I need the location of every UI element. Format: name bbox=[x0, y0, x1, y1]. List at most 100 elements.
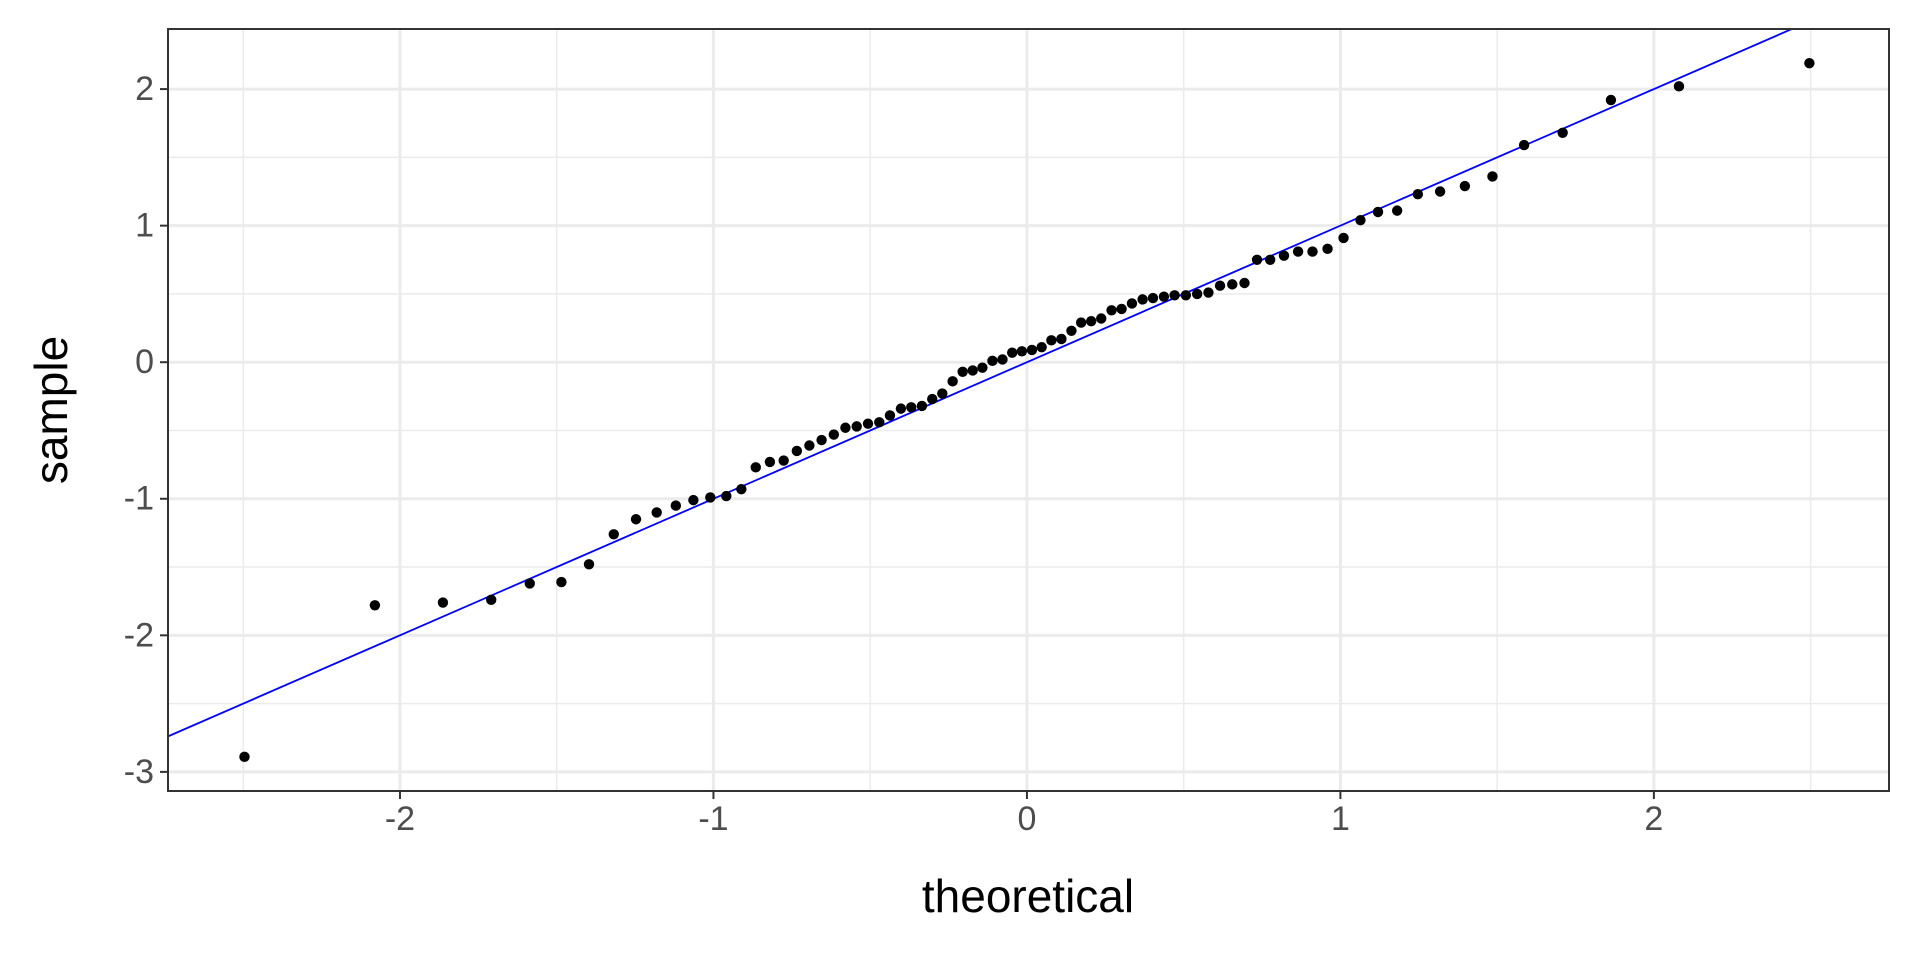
point bbox=[630, 514, 642, 525]
point bbox=[1322, 243, 1333, 255]
point bbox=[1292, 246, 1304, 257]
point bbox=[670, 500, 682, 511]
y-tick-label: -3 bbox=[124, 753, 154, 791]
point bbox=[705, 492, 716, 503]
point bbox=[937, 388, 948, 399]
reference-line bbox=[168, 29, 1795, 738]
point bbox=[1355, 214, 1366, 226]
point bbox=[688, 494, 699, 506]
point bbox=[895, 403, 907, 414]
point bbox=[851, 421, 862, 432]
point bbox=[1372, 206, 1384, 218]
point bbox=[1158, 291, 1170, 302]
axes: -2 -1 0 1 2 -3 -2 -1 0 1 2 bbox=[124, 70, 1664, 838]
point bbox=[1126, 298, 1138, 309]
point bbox=[1203, 287, 1214, 298]
point bbox=[721, 490, 732, 502]
point bbox=[556, 576, 567, 588]
y-tick-label: 0 bbox=[135, 343, 154, 381]
point bbox=[764, 456, 776, 468]
point bbox=[437, 597, 449, 608]
point bbox=[778, 455, 789, 466]
point bbox=[874, 417, 885, 428]
point bbox=[1338, 232, 1349, 244]
point bbox=[651, 507, 662, 518]
y-tick-label: -1 bbox=[124, 480, 154, 518]
point bbox=[957, 366, 968, 377]
point bbox=[1106, 305, 1117, 316]
point bbox=[1036, 341, 1047, 353]
panel-border bbox=[167, 28, 1890, 792]
point bbox=[967, 365, 978, 376]
point bbox=[916, 400, 928, 412]
point bbox=[1006, 347, 1018, 358]
x-tick-label: 2 bbox=[1644, 800, 1663, 838]
point bbox=[1191, 288, 1203, 300]
point bbox=[1180, 290, 1192, 301]
point bbox=[828, 429, 840, 440]
x-tick-label: -1 bbox=[698, 800, 728, 838]
x-axis-title: theoretical bbox=[922, 870, 1134, 922]
point bbox=[1605, 94, 1617, 106]
point bbox=[1518, 139, 1530, 151]
point bbox=[1487, 171, 1498, 182]
point bbox=[1307, 246, 1318, 257]
point bbox=[1075, 317, 1087, 328]
point bbox=[1557, 127, 1568, 138]
point bbox=[816, 434, 827, 446]
x-tick-label: 1 bbox=[1331, 800, 1350, 838]
point bbox=[1278, 250, 1290, 261]
y-tick-label: 2 bbox=[135, 70, 154, 108]
point bbox=[1434, 186, 1446, 197]
point bbox=[977, 362, 988, 373]
x-tick-label: -2 bbox=[385, 800, 415, 838]
grid bbox=[168, 29, 1889, 791]
point bbox=[1264, 254, 1276, 265]
point bbox=[608, 529, 619, 540]
point bbox=[1056, 333, 1067, 345]
point bbox=[791, 445, 803, 457]
point bbox=[927, 393, 938, 405]
point bbox=[239, 751, 250, 763]
y-tick-label: -2 bbox=[124, 616, 154, 654]
point bbox=[524, 578, 535, 589]
y-tick-label: 1 bbox=[135, 207, 154, 245]
point bbox=[947, 376, 958, 387]
marks bbox=[168, 29, 1815, 763]
point bbox=[906, 402, 917, 413]
point bbox=[1804, 57, 1815, 69]
x-tick-label: 0 bbox=[1017, 800, 1036, 838]
point bbox=[1016, 346, 1028, 357]
point bbox=[804, 440, 815, 451]
point bbox=[884, 410, 896, 421]
point bbox=[1391, 205, 1403, 216]
point bbox=[1085, 316, 1097, 327]
point bbox=[1459, 180, 1471, 192]
point bbox=[1227, 279, 1238, 290]
point bbox=[840, 422, 851, 433]
point bbox=[1169, 290, 1180, 301]
point bbox=[1046, 335, 1057, 346]
point bbox=[987, 355, 998, 367]
point bbox=[485, 594, 497, 606]
point bbox=[1066, 325, 1077, 336]
point bbox=[1251, 254, 1263, 265]
point bbox=[736, 484, 747, 495]
y-axis-title: sample bbox=[25, 336, 77, 484]
point bbox=[1673, 81, 1685, 92]
point bbox=[369, 600, 381, 611]
point bbox=[1147, 292, 1159, 304]
point bbox=[1137, 294, 1148, 305]
point bbox=[1214, 280, 1226, 291]
point bbox=[1412, 189, 1424, 200]
point bbox=[997, 354, 1008, 365]
point bbox=[750, 462, 761, 473]
point bbox=[1096, 313, 1107, 324]
point bbox=[862, 418, 874, 429]
point bbox=[1239, 277, 1250, 289]
point bbox=[1116, 303, 1127, 315]
point bbox=[1026, 344, 1038, 356]
point bbox=[583, 559, 595, 570]
